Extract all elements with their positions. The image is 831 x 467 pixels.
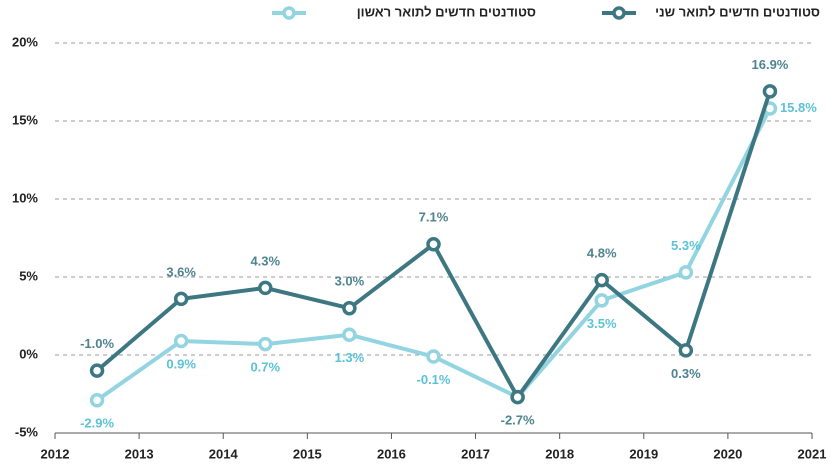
- data-label: 1.3%: [335, 350, 365, 365]
- data-label: 16.9%: [752, 57, 789, 72]
- data-label: 4.3%: [250, 253, 280, 268]
- legend-marker: [282, 6, 296, 20]
- data-label: 5.3%: [671, 238, 701, 253]
- x-tick-label: 2021: [798, 446, 827, 461]
- point: [342, 327, 357, 342]
- point: [426, 236, 441, 252]
- x-tick-label: 2012: [41, 446, 70, 461]
- x-tick-label: 2019: [629, 446, 658, 461]
- data-label: 3.5%: [587, 316, 617, 331]
- point: [762, 84, 778, 99]
- y-tick-label: 20%: [12, 34, 38, 49]
- y-tick-label: -5%: [15, 424, 39, 439]
- point: [173, 291, 189, 307]
- y-tick-label: 5%: [19, 268, 38, 283]
- y-tick-label: 0%: [19, 346, 38, 361]
- point: [678, 343, 694, 358]
- data-label: 3.6%: [166, 264, 196, 279]
- point: [510, 389, 525, 405]
- point: [173, 333, 189, 349]
- legend-marker: [612, 6, 626, 20]
- x-tick-label: 2017: [461, 446, 490, 461]
- y-tick-label: 10%: [12, 190, 38, 205]
- data-label: -0.1%: [417, 372, 451, 387]
- point: [89, 363, 105, 378]
- point: [342, 300, 357, 316]
- x-tick-label: 2015: [293, 446, 322, 461]
- point: [594, 293, 609, 308]
- data-label: -1.0%: [80, 336, 114, 351]
- x-tick-label: 2014: [209, 446, 239, 461]
- data-label: 4.8%: [587, 246, 617, 261]
- point: [678, 265, 694, 280]
- x-tick-label: 2020: [713, 446, 742, 461]
- legend-label: סטודנטים חדשים לתואר ראשון: [357, 4, 536, 19]
- data-label: -2.9%: [80, 416, 114, 431]
- x-tick-label: 2013: [125, 446, 154, 461]
- data-label: 0.7%: [250, 360, 280, 375]
- data-label: 3.0%: [335, 274, 365, 289]
- point: [89, 392, 105, 408]
- data-label: -2.7%: [501, 413, 535, 428]
- data-label: 15.8%: [780, 100, 817, 115]
- data-label: 0.9%: [166, 356, 196, 371]
- data-label: 7.1%: [419, 210, 449, 225]
- point: [258, 336, 273, 352]
- x-tick-label: 2018: [545, 446, 574, 461]
- data-label: 0.3%: [671, 366, 701, 381]
- legend-label: סטודנטים חדשים לתואר שני: [655, 4, 820, 19]
- point: [258, 280, 273, 296]
- y-tick-label: 15%: [12, 112, 38, 127]
- point: [594, 272, 609, 288]
- point: [426, 349, 441, 364]
- x-tick-label: 2016: [377, 446, 406, 461]
